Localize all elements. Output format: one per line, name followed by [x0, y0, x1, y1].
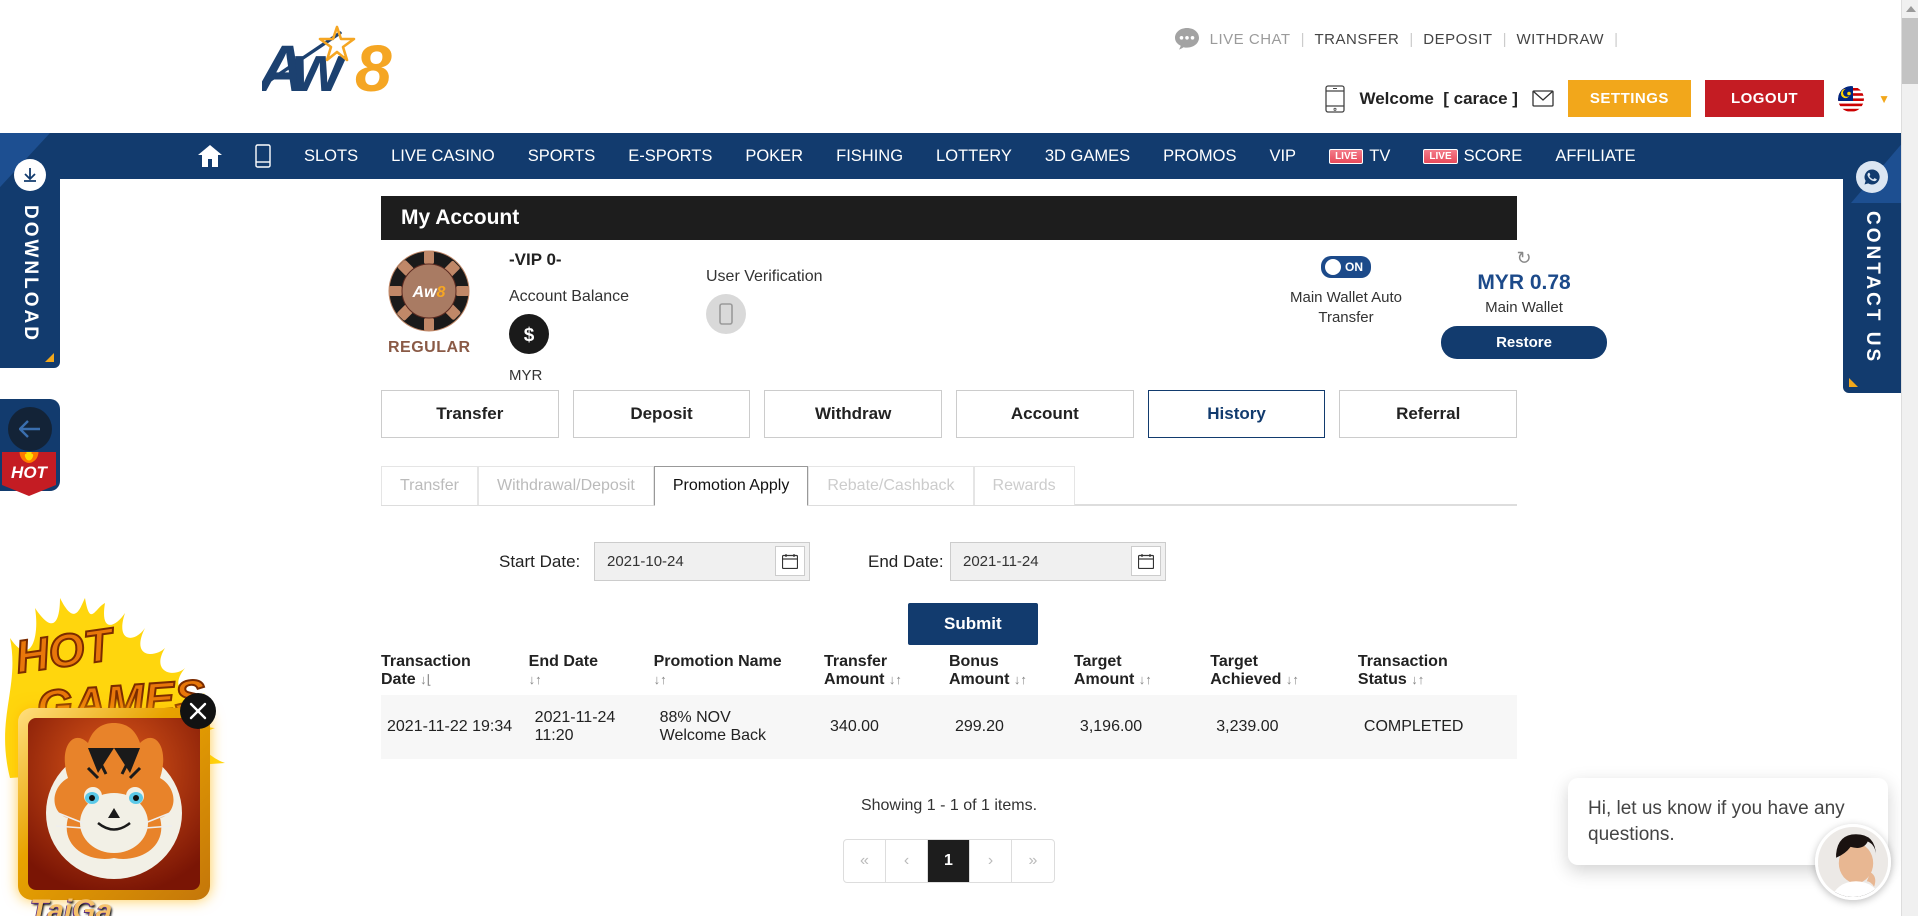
- svg-text:HOT: HOT: [12, 618, 119, 683]
- svg-text:Aw8: Aw8: [412, 284, 446, 301]
- svg-text:w: w: [292, 31, 347, 105]
- svg-text:8: 8: [355, 31, 392, 105]
- svg-text:$: $: [524, 325, 535, 346]
